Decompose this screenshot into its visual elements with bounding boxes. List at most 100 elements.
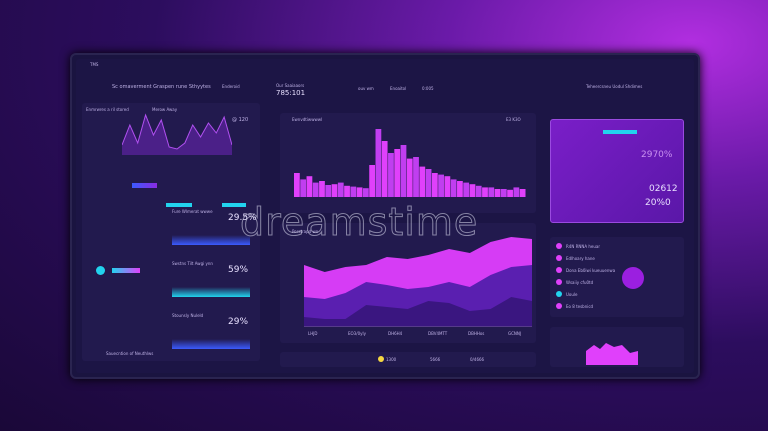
metric-card: Stounsly Nuleld 29% bbox=[172, 311, 252, 359]
card-title: Fure Wlmerat wwwe bbox=[172, 209, 213, 214]
bar bbox=[494, 189, 501, 197]
area-chart bbox=[304, 237, 532, 327]
card-value: 2970% bbox=[641, 150, 673, 160]
list-panel: R4N RNNA heuar Edlhoary hane Dona Eb0iwi k… bbox=[550, 237, 684, 317]
card-value: 02612 bbox=[649, 184, 678, 194]
mini-area-chart bbox=[586, 343, 638, 365]
bar bbox=[394, 149, 401, 197]
list-bullet bbox=[556, 279, 562, 285]
bar bbox=[406, 158, 413, 197]
x-tick-label: GCNNJ bbox=[508, 331, 522, 336]
area-chart-panel: Perstrapd wn LHJD EO3/0yly DH6H4 DBV4MTT DBH… bbox=[280, 223, 536, 343]
sparkline bbox=[172, 339, 250, 349]
footer-value: 0/4666 bbox=[470, 357, 485, 362]
stat-title: Our Saaiaaors bbox=[276, 83, 305, 88]
bar-chart-panel: Ewnvdtiwwwwl E3 K3O bbox=[280, 113, 536, 213]
list-item[interactable]: R4N RNNA heuar bbox=[566, 244, 600, 249]
mini-chart-panel bbox=[550, 327, 684, 367]
bar bbox=[469, 184, 476, 197]
bar bbox=[425, 169, 432, 197]
progress-bar bbox=[222, 203, 246, 207]
window-title: TMS bbox=[90, 62, 99, 67]
area-series bbox=[304, 297, 532, 327]
card-value: 20%0 bbox=[645, 198, 671, 208]
app-title: Sc omaverment Graspen rune Sthyytes bbox=[112, 84, 211, 90]
bar bbox=[500, 189, 507, 197]
bar bbox=[413, 157, 419, 197]
bar bbox=[513, 187, 520, 197]
bar bbox=[300, 179, 307, 197]
highlight-card: 2970% 02612 20%0 bbox=[550, 119, 684, 223]
left-chart-subtitle: Merow Away bbox=[152, 107, 178, 112]
bar bbox=[475, 185, 482, 197]
x-tick-label: DH6H4 bbox=[388, 331, 403, 336]
list-bullet bbox=[556, 255, 562, 261]
card-title: Stounsly Nuleld bbox=[172, 313, 204, 318]
kpi: Enoaitol bbox=[390, 86, 407, 91]
kpi: ouv wm bbox=[358, 86, 374, 91]
metric-card: Fure Wlmerat wwwe 29.5% bbox=[172, 207, 257, 255]
gradient-bar bbox=[112, 268, 140, 273]
bar bbox=[350, 186, 357, 197]
footer-value: 1300 bbox=[386, 357, 397, 362]
bar bbox=[438, 174, 444, 197]
bar bbox=[519, 189, 526, 197]
x-tick-label: DBHHos bbox=[468, 331, 485, 336]
bar bbox=[356, 187, 363, 197]
bar bbox=[369, 165, 376, 197]
chart1-title: Ewnvdtiwwwwl bbox=[292, 117, 323, 122]
status-dot bbox=[96, 266, 105, 275]
bar bbox=[312, 182, 319, 197]
kpi: 0:005 bbox=[422, 86, 434, 91]
monitor: TMS Sc omaverment Graspen rune Sthyytes … bbox=[70, 53, 700, 379]
bar bbox=[419, 166, 426, 197]
dashboard-screen: TMS Sc omaverment Graspen rune Sthyytes … bbox=[76, 59, 694, 373]
bar-chart bbox=[294, 129, 526, 197]
bar bbox=[344, 185, 350, 197]
bar bbox=[457, 181, 463, 197]
list-bullet bbox=[556, 267, 562, 273]
left-value: @ 120 bbox=[232, 117, 249, 123]
mini-area bbox=[586, 343, 638, 365]
bar bbox=[381, 141, 388, 197]
card-value: 29.5% bbox=[228, 213, 257, 223]
footer-value: 5666 bbox=[430, 357, 441, 362]
list-bullet bbox=[556, 303, 562, 309]
bar bbox=[388, 153, 394, 197]
line-series bbox=[122, 113, 232, 150]
list-bullet bbox=[556, 243, 562, 249]
bar bbox=[319, 181, 325, 197]
select-dropdown[interactable]: Enderoid bbox=[222, 84, 240, 89]
bar bbox=[463, 182, 470, 197]
list-item[interactable]: Uoule bbox=[566, 292, 578, 297]
chart1-value: E3 K3O bbox=[506, 117, 521, 122]
x-tick-label: EO3/0yly bbox=[348, 331, 366, 336]
bar bbox=[450, 179, 457, 197]
left-line-chart bbox=[122, 113, 232, 155]
left-panel: Enmrwres a ril stored Merow Away @ 120 S… bbox=[82, 103, 260, 361]
gradient-bar bbox=[132, 183, 157, 188]
bar bbox=[306, 176, 313, 197]
watermark: dreamstime bbox=[239, 200, 479, 245]
list-item[interactable]: Eo 8 tesbnicd bbox=[566, 304, 594, 309]
list-bullet bbox=[556, 291, 562, 297]
right-title: Teheercsneu Uodul Shdimes bbox=[586, 84, 643, 89]
progress-bar bbox=[166, 203, 192, 207]
footer-bar: 1300 5666 0/4666 bbox=[280, 352, 536, 367]
list-item[interactable]: Edlhoary hane bbox=[566, 256, 595, 261]
card-value: 59% bbox=[228, 265, 249, 275]
list-item[interactable]: Dona Eb0iwi kueuuenwa bbox=[566, 268, 616, 273]
bar bbox=[337, 182, 344, 197]
bar bbox=[375, 129, 382, 197]
bar bbox=[482, 187, 488, 197]
sparkline bbox=[172, 287, 250, 297]
list-item[interactable]: Wsaiiy cfu0td bbox=[566, 280, 594, 285]
left-chart-title: Enmrwres a ril stored bbox=[86, 107, 129, 112]
status-dot bbox=[378, 356, 384, 362]
bar bbox=[488, 187, 495, 197]
bar bbox=[444, 176, 451, 197]
bar bbox=[431, 173, 438, 197]
x-tick-label: LHJD bbox=[308, 331, 318, 336]
bar bbox=[400, 145, 407, 197]
progress-bar bbox=[603, 130, 637, 134]
